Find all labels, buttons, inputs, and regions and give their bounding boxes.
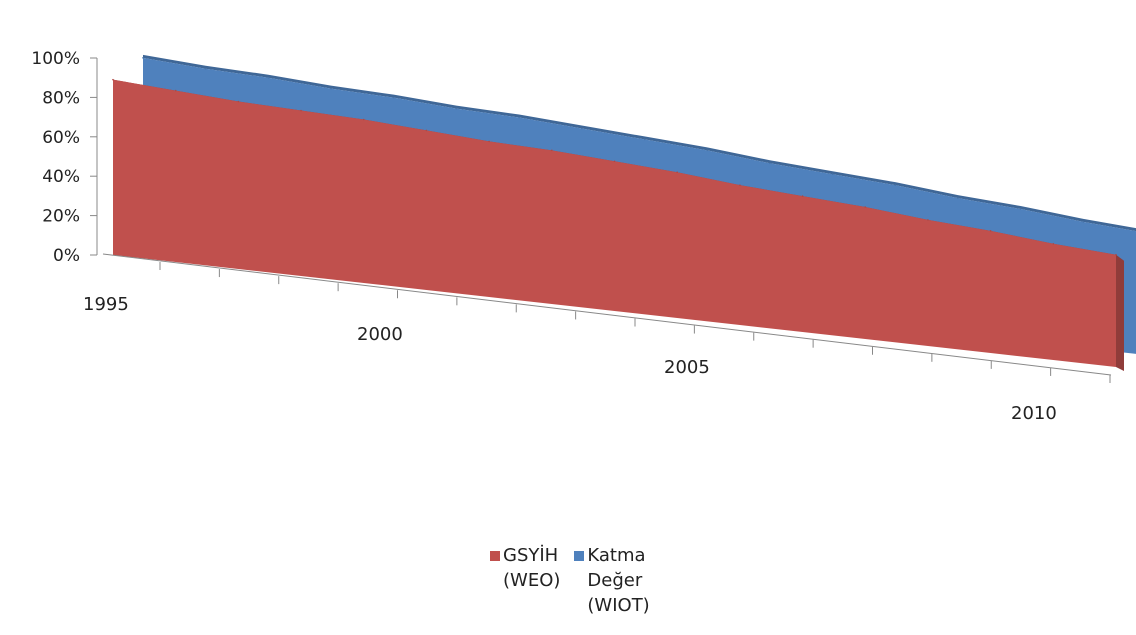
data-point: [518, 116, 520, 119]
legend-swatch-gsyih: [490, 551, 500, 561]
y-tick-label: 40%: [42, 167, 80, 187]
x-axis-line: [102, 253, 1112, 376]
data-point: [330, 87, 332, 90]
data-point: [864, 206, 867, 208]
y-axis: 0% 20% 40% 60% 80% 100%: [31, 49, 98, 266]
legend-label-katma-deger: Katma Değer (WIOT): [587, 543, 649, 618]
data-point: [613, 160, 616, 163]
data-point: [1082, 221, 1085, 223]
legend-swatch-katma-deger: [574, 551, 585, 561]
y-tick-label: 60%: [42, 128, 80, 148]
data-point: [676, 171, 678, 174]
data-point: [927, 219, 929, 221]
x-tick-label: 2005: [664, 357, 710, 378]
data-point: [112, 78, 114, 81]
y-tick-label: 20%: [42, 207, 80, 227]
legend-item-gsyih: GSYİH (WEO): [490, 543, 560, 618]
data-point: [425, 129, 428, 132]
data-point: [455, 107, 458, 110]
data-point: [392, 96, 395, 99]
data-point: [1019, 208, 1022, 210]
y-tick-label: 100%: [31, 49, 80, 69]
data-point: [989, 230, 992, 232]
data-point: [643, 138, 646, 141]
data-point: [174, 89, 177, 92]
y-tick-label: 0%: [53, 246, 80, 266]
data-point: [300, 109, 302, 112]
legend-label-line: (WIOT): [587, 595, 650, 616]
data-point: [1115, 253, 1117, 256]
x-tick-label: 1995: [83, 294, 129, 315]
data-point: [957, 197, 959, 199]
legend: GSYİH (WEO) Katma Değer (WIOT): [490, 543, 650, 618]
plot-area: [112, 54, 1136, 371]
x-tick-label: 2000: [357, 324, 403, 345]
data-point: [801, 195, 804, 197]
legend-item-katma-deger: Katma Değer (WIOT): [574, 543, 650, 618]
series-top-edge: [143, 54, 1136, 232]
legend-label-gsyih: GSYİH (WEO): [503, 543, 560, 593]
data-point: [237, 100, 240, 103]
data-point: [894, 184, 897, 186]
series-0: [112, 78, 1124, 371]
data-point: [362, 118, 365, 121]
data-point: [831, 173, 834, 176]
legend-label-line: Değer: [587, 570, 643, 591]
data-point: [739, 184, 741, 186]
data-point: [769, 162, 771, 165]
data-point: [204, 67, 207, 70]
data-point: [1052, 242, 1055, 245]
series-end-cap: [1116, 254, 1124, 371]
x-axis: 1995 2000 2005 2010: [83, 253, 1112, 424]
legend-label-line: GSYİH: [503, 545, 559, 566]
data-point: [267, 76, 270, 79]
data-point: [706, 149, 708, 152]
y-tick-label: 80%: [42, 88, 80, 108]
legend-label-line: Katma: [587, 545, 646, 566]
data-point: [142, 57, 144, 59]
series-area: [113, 79, 1116, 368]
data-point: [581, 127, 583, 130]
legend-label-line: (WEO): [503, 570, 561, 591]
data-point: [551, 149, 553, 152]
data-point: [488, 140, 490, 143]
x-tick-label: 2010: [1011, 403, 1057, 424]
